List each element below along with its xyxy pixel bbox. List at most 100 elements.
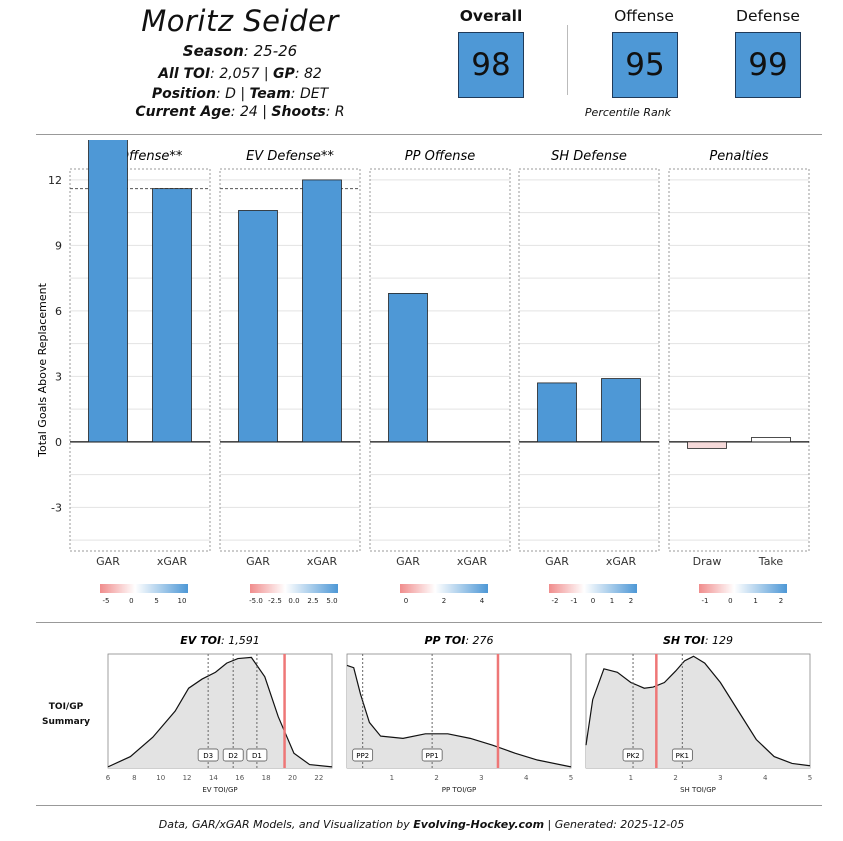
x-axis-label: SH TOI/GP: [680, 786, 716, 794]
density-curve: [107, 656, 333, 768]
x-tick-label: 20: [288, 774, 297, 782]
age-line: Current Age: 24 | Shoots: R: [135, 104, 345, 120]
bar: [751, 437, 791, 443]
overall-score: 98: [471, 47, 511, 83]
legend-tick-label: 1: [753, 597, 757, 605]
footer-divider: [36, 805, 822, 806]
defense-score: 99: [748, 47, 788, 83]
legend-tick-label: 2: [629, 597, 633, 605]
bar: [88, 140, 128, 443]
toi-label: All TOI: [158, 66, 211, 82]
legend-tick-label: -1: [702, 597, 709, 605]
x-tick-label: GAR: [545, 555, 569, 568]
tier-marker-box: [421, 748, 443, 762]
overall-score-box: 98: [458, 32, 524, 98]
x-tick-label: 5: [808, 774, 812, 782]
age-label: Current Age: [135, 104, 231, 120]
tier-marker-box: [197, 748, 219, 762]
team-label: Team: [249, 86, 291, 102]
legend-tick-label: 5.0: [326, 597, 337, 605]
toi-summary-label: TOI/GP Summary: [41, 702, 91, 727]
legend-tick-label: 5: [154, 597, 158, 605]
x-tick-label: GAR: [246, 555, 270, 568]
legend-tick-label: 4: [480, 597, 485, 605]
legend-tick-label: 0: [728, 597, 732, 605]
x-axis-label: PP TOI/GP: [442, 786, 477, 794]
y-tick-label: -3: [51, 501, 62, 514]
toi-value: 2,057: [219, 66, 260, 82]
toi-line: All TOI: 2,057 | GP: 82: [158, 66, 322, 82]
legend-tick-label: 0: [404, 597, 408, 605]
percentile-rank-label: Percentile Rank: [584, 106, 672, 119]
toi-panel-title: SH TOI: 129: [663, 634, 733, 647]
legend-tick-label: -5: [103, 597, 110, 605]
x-tick-label: 4: [763, 774, 768, 782]
y-axis-label: Total Goals Above Replacement: [36, 282, 49, 457]
bar: [302, 179, 342, 443]
offense-score-box: 95: [612, 32, 678, 98]
facet-frame: [69, 168, 211, 552]
bar: [152, 188, 192, 443]
y-tick-label: 0: [55, 436, 62, 449]
legend-tick-label: 0: [129, 597, 133, 605]
tier-marker-label: PP2: [356, 752, 369, 760]
footer: Data, GAR/xGAR Models, and Visualization…: [0, 818, 843, 831]
score-divider: [567, 25, 568, 95]
facet-frame: [219, 168, 361, 552]
shoots-value: R: [334, 104, 345, 120]
footer-suffix: | Generated: 2025-12-05: [544, 818, 685, 831]
overall-title: Overall: [459, 7, 523, 25]
tier-marker-label: D3: [203, 752, 213, 760]
x-tick-label: 1: [629, 774, 633, 782]
x-tick-label: 6: [106, 774, 111, 782]
player-name: Moritz Seider: [141, 4, 339, 38]
y-tick-label: 3: [55, 370, 62, 383]
tier-marker-label: PK1: [676, 752, 689, 760]
y-tick-label: 12: [48, 174, 62, 187]
x-tick-label: Take: [758, 555, 784, 568]
x-tick-label: 14: [209, 774, 218, 782]
bar: [601, 378, 641, 443]
legend-tick-label: 10: [178, 597, 187, 605]
defense-title: Defense: [736, 7, 800, 25]
x-axis-label: EV TOI/GP: [202, 786, 237, 794]
legend-tick-label: 2: [779, 597, 783, 605]
tier-marker-box: [352, 748, 374, 762]
density-area: [586, 656, 810, 768]
team-value: DET: [299, 86, 329, 102]
facet-frame: [369, 168, 511, 552]
x-tick-label: GAR: [96, 555, 120, 568]
x-tick-label: 4: [524, 774, 529, 782]
legend-tick-label: -5.0: [249, 597, 263, 605]
x-tick-label: 2: [434, 774, 438, 782]
position-label: Position: [151, 86, 216, 102]
tier-marker-label: PK2: [626, 752, 639, 760]
shoots-label: Shoots: [271, 104, 326, 120]
legend-tick-label: 2: [442, 597, 446, 605]
tier-marker-box: [246, 748, 268, 762]
bar: [687, 441, 727, 449]
x-tick-label: 10: [156, 774, 165, 782]
season-line: Season: 25-26: [182, 42, 298, 60]
position-value: D: [225, 86, 236, 102]
x-tick-label: 3: [718, 774, 722, 782]
legend-tick-label: 0.0: [288, 597, 299, 605]
season-value: 25-26: [253, 42, 298, 60]
age-value: 24: [239, 104, 258, 120]
tier-marker-box: [622, 748, 644, 762]
y-tick-label: 6: [55, 305, 62, 318]
gp-value: 82: [303, 66, 322, 82]
facet-title: PP Offense: [405, 149, 475, 164]
bar: [388, 293, 428, 443]
x-tick-label: 2: [673, 774, 677, 782]
header-divider: [36, 134, 822, 135]
x-tick-label: 5: [569, 774, 573, 782]
x-tick-label: 18: [262, 774, 271, 782]
toi-panel-title: PP TOI: 276: [424, 634, 493, 647]
y-tick-label: 9: [55, 239, 62, 252]
density-curve: [346, 664, 572, 768]
bar: [537, 382, 577, 443]
x-tick-label: xGAR: [157, 555, 188, 568]
legend-tick-label: -2.5: [268, 597, 282, 605]
x-tick-label: 1: [390, 774, 394, 782]
